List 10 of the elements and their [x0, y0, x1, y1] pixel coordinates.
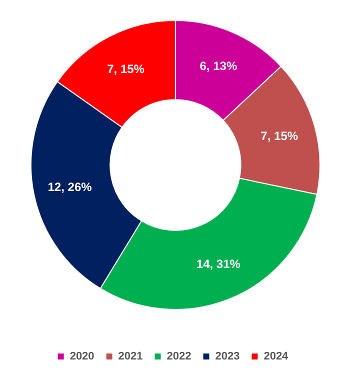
data-label: 7, 15% [260, 128, 298, 143]
legend-label: 2022 [166, 350, 192, 362]
legend-label: 2021 [118, 350, 143, 362]
data-label: 12, 26% [48, 180, 92, 194]
legend-label: 2023 [215, 350, 240, 362]
data-label: 14, 31% [196, 256, 241, 271]
data-label: 7, 15% [107, 62, 145, 76]
legend-label: 2020 [70, 350, 94, 362]
legend-label: 2024 [264, 350, 290, 362]
data-label: 6, 13% [200, 59, 238, 74]
